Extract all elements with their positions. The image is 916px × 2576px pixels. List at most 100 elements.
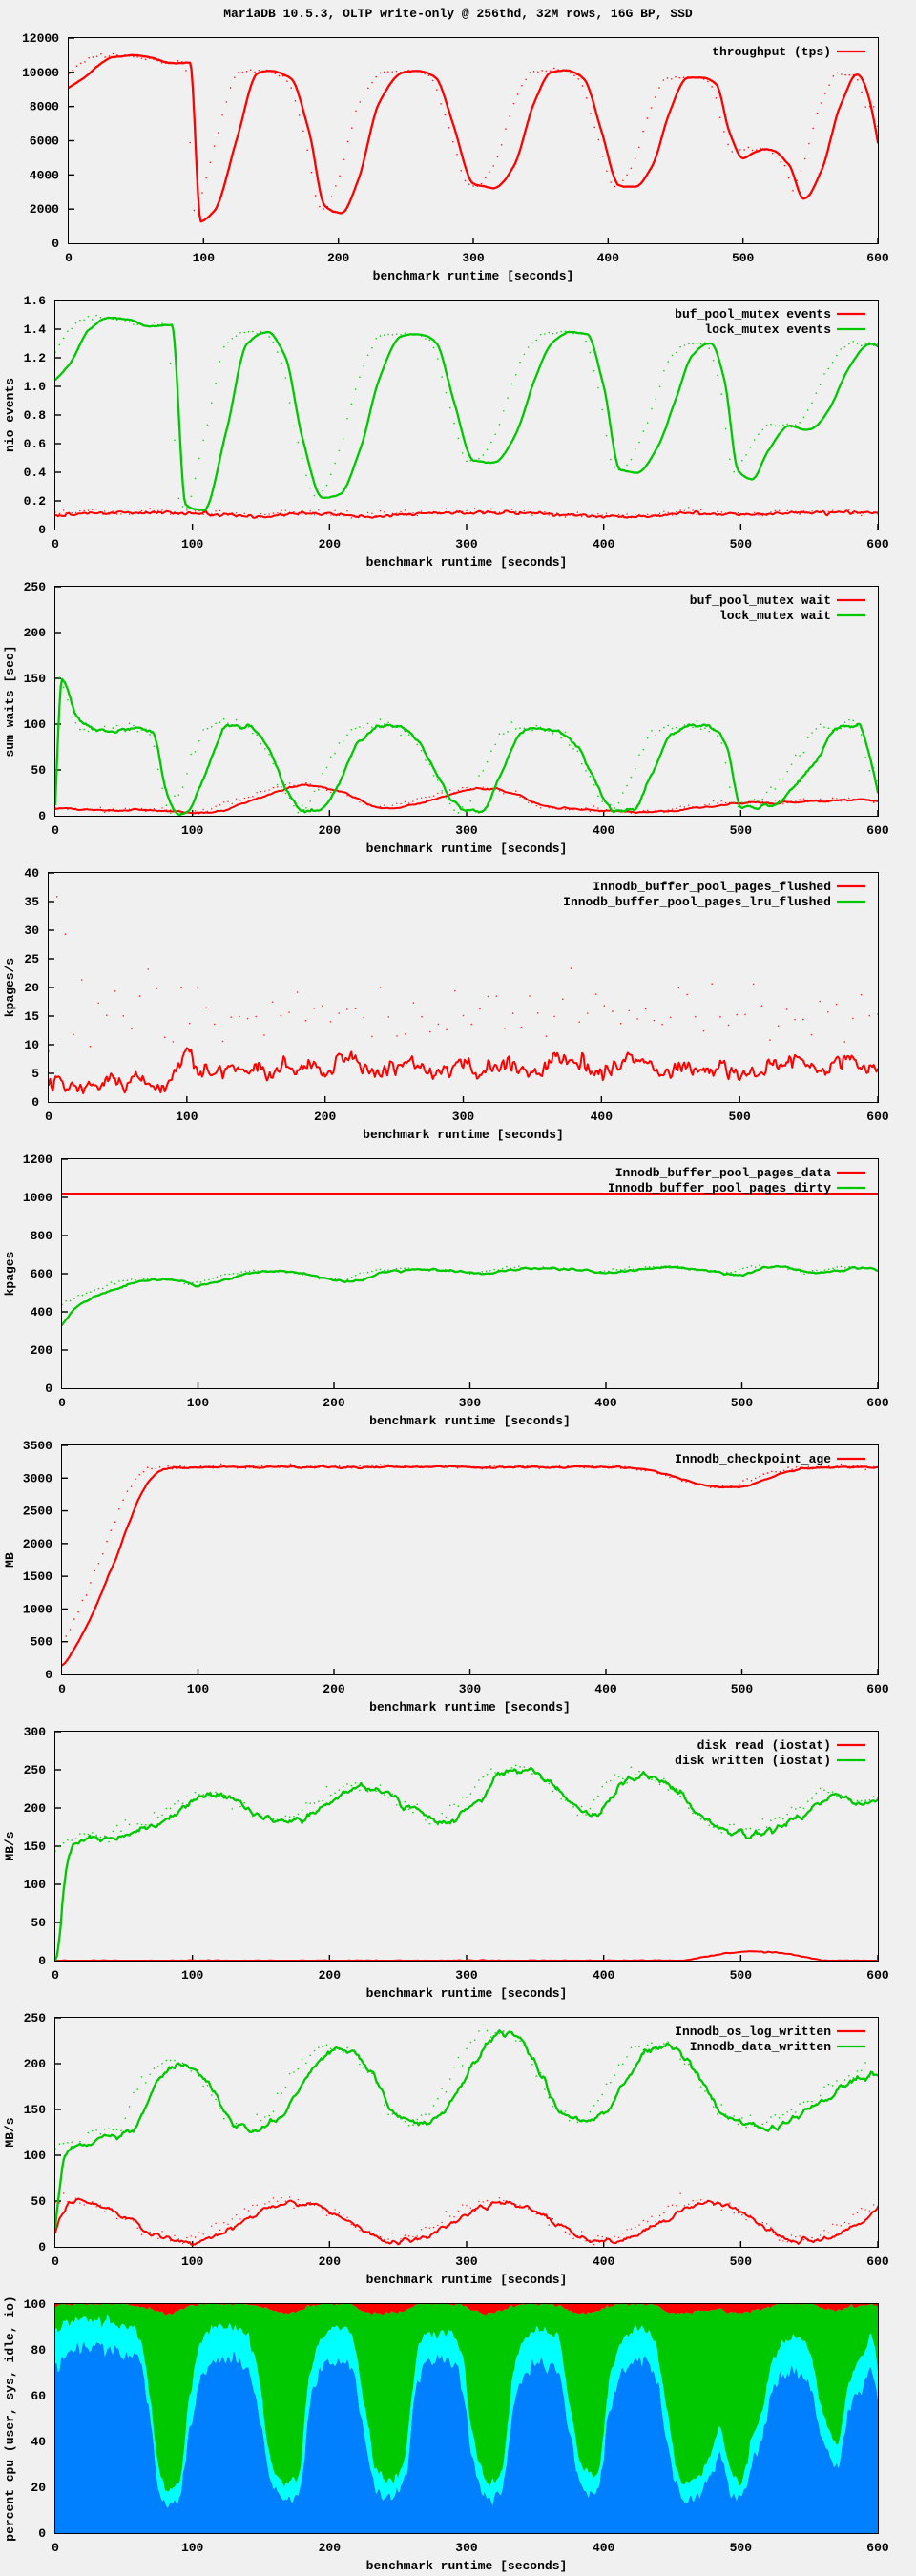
svg-text:300: 300	[455, 823, 478, 838]
svg-text:500: 500	[731, 1396, 754, 1410]
svg-text:400: 400	[593, 2254, 615, 2269]
svg-text:300: 300	[462, 251, 485, 265]
svg-text:500: 500	[730, 823, 753, 838]
svg-text:Innodb_buffer_pool_pages_dirty: Innodb_buffer_pool_pages_dirty	[608, 1181, 831, 1195]
svg-text:1.0: 1.0	[24, 380, 47, 394]
svg-text:600: 600	[866, 1396, 889, 1410]
svg-text:20: 20	[24, 981, 39, 995]
svg-text:600: 600	[866, 251, 889, 265]
svg-text:800: 800	[31, 1229, 53, 1243]
svg-text:40: 40	[31, 2435, 46, 2449]
svg-text:0: 0	[45, 1381, 52, 1396]
svg-text:30: 30	[24, 924, 39, 938]
svg-text:4000: 4000	[30, 168, 59, 182]
svg-text:benchmark runtime [seconds]: benchmark runtime [seconds]	[373, 269, 574, 283]
svg-text:250: 250	[24, 1763, 47, 1777]
svg-text:600: 600	[866, 823, 889, 838]
svg-text:MB: MB	[3, 1552, 17, 1568]
svg-text:400: 400	[31, 1305, 53, 1319]
svg-text:0.2: 0.2	[24, 494, 47, 509]
svg-text:disk written (iostat): disk written (iostat)	[675, 1754, 831, 1768]
svg-text:benchmark runtime [seconds]: benchmark runtime [seconds]	[366, 2559, 568, 2573]
svg-text:300: 300	[455, 2541, 478, 2555]
svg-text:100: 100	[187, 1682, 210, 1696]
svg-text:benchmark runtime [seconds]: benchmark runtime [seconds]	[369, 1414, 571, 1428]
svg-text:300: 300	[455, 2254, 478, 2269]
svg-text:600: 600	[866, 1968, 889, 1983]
svg-text:0: 0	[45, 1110, 52, 1124]
svg-text:600: 600	[31, 1267, 53, 1281]
svg-text:300: 300	[459, 1682, 482, 1696]
svg-text:15: 15	[24, 1009, 39, 1024]
svg-text:MariaDB 10.5.3, OLTP write-onl: MariaDB 10.5.3, OLTP write-only @ 256thd…	[223, 7, 693, 21]
svg-text:20: 20	[31, 2481, 46, 2495]
svg-text:50: 50	[31, 763, 46, 778]
svg-text:150: 150	[24, 1839, 47, 1854]
svg-text:200: 200	[319, 1968, 342, 1983]
svg-text:0: 0	[58, 1682, 66, 1696]
svg-text:percent cpu (user, sys, idle,: percent cpu (user, sys, idle, io)	[3, 2296, 17, 2541]
svg-text:400: 400	[593, 2541, 615, 2555]
svg-text:100: 100	[181, 2254, 204, 2269]
svg-text:400: 400	[594, 1396, 617, 1410]
svg-text:0: 0	[58, 1396, 66, 1410]
svg-text:0: 0	[52, 2541, 59, 2555]
svg-text:300: 300	[455, 537, 478, 551]
svg-text:400: 400	[593, 823, 615, 838]
svg-text:0: 0	[52, 537, 59, 551]
svg-text:1.2: 1.2	[24, 351, 47, 365]
svg-text:0: 0	[38, 523, 46, 537]
svg-text:200: 200	[24, 2057, 47, 2071]
svg-text:10000: 10000	[22, 66, 59, 80]
svg-text:200: 200	[314, 1110, 337, 1124]
svg-text:0: 0	[52, 823, 59, 838]
svg-text:500: 500	[730, 2254, 753, 2269]
svg-text:400: 400	[591, 1110, 614, 1124]
svg-text:nio events: nio events	[3, 378, 17, 452]
svg-text:300: 300	[459, 1396, 482, 1410]
svg-text:600: 600	[866, 1110, 889, 1124]
svg-text:0: 0	[52, 1968, 59, 1983]
svg-text:100: 100	[24, 1878, 47, 1892]
svg-text:100: 100	[181, 1968, 204, 1983]
svg-text:0.6: 0.6	[24, 437, 47, 451]
svg-text:Innodb_data_written: Innodb_data_written	[690, 2040, 831, 2054]
svg-text:10: 10	[24, 1038, 39, 1052]
svg-text:100: 100	[193, 251, 216, 265]
svg-text:500: 500	[730, 2541, 753, 2555]
svg-text:200: 200	[24, 1801, 47, 1816]
svg-text:0.8: 0.8	[24, 408, 47, 423]
svg-text:600: 600	[866, 2541, 889, 2555]
svg-text:0.4: 0.4	[24, 466, 47, 480]
svg-text:80: 80	[31, 2343, 46, 2358]
svg-text:0: 0	[45, 1668, 52, 1682]
svg-text:benchmark runtime [seconds]: benchmark runtime [seconds]	[366, 2273, 568, 2287]
svg-text:sum waits [sec]: sum waits [sec]	[3, 645, 17, 757]
svg-text:250: 250	[24, 580, 47, 594]
svg-text:200: 200	[319, 2541, 342, 2555]
svg-text:100: 100	[24, 717, 47, 732]
svg-text:200: 200	[323, 1396, 345, 1410]
svg-text:MB/s: MB/s	[3, 2117, 17, 2147]
svg-text:MB/s: MB/s	[3, 1831, 17, 1860]
svg-text:5: 5	[31, 1067, 39, 1081]
svg-text:150: 150	[24, 2103, 47, 2117]
svg-text:250: 250	[24, 2011, 47, 2025]
svg-text:Innodb_buffer_pool_pages_data: Innodb_buffer_pool_pages_data	[615, 1166, 831, 1180]
svg-text:buf_pool_mutex events: buf_pool_mutex events	[675, 307, 831, 322]
svg-text:25: 25	[24, 952, 39, 966]
svg-text:lock_mutex wait: lock_mutex wait	[719, 609, 831, 623]
svg-text:1200: 1200	[23, 1153, 52, 1167]
svg-text:benchmark runtime [seconds]: benchmark runtime [seconds]	[366, 841, 568, 856]
svg-text:600: 600	[866, 1682, 889, 1696]
svg-text:100: 100	[187, 1396, 210, 1410]
svg-text:300: 300	[24, 1725, 47, 1739]
svg-text:0: 0	[38, 2526, 46, 2541]
svg-text:100: 100	[176, 1110, 198, 1124]
svg-text:600: 600	[866, 537, 889, 551]
svg-text:100: 100	[24, 2297, 47, 2312]
svg-text:0: 0	[38, 1954, 46, 1968]
svg-text:Innodb_checkpoint_age: Innodb_checkpoint_age	[675, 1452, 831, 1466]
svg-text:500: 500	[31, 1635, 53, 1650]
svg-text:Innodb_buffer_pool_pages_lru_f: Innodb_buffer_pool_pages_lru_flushed	[563, 895, 831, 909]
